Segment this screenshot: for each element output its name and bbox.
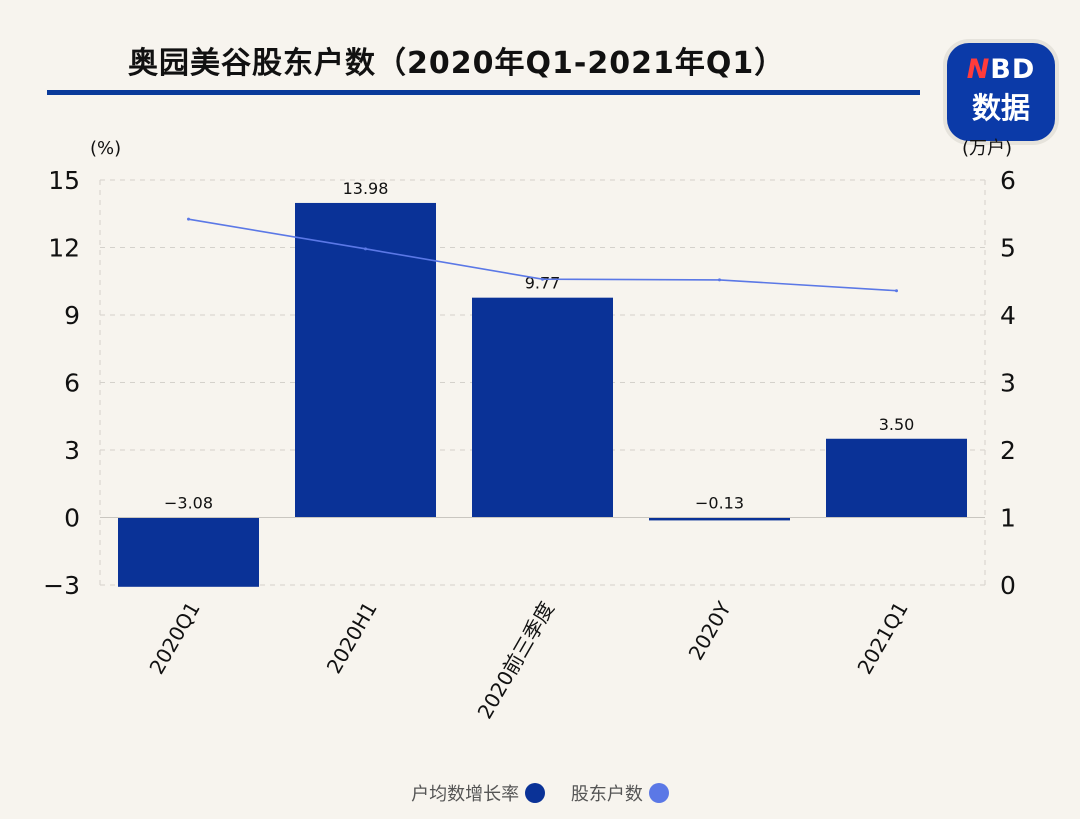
legend: 户均数增长率 股东户数 xyxy=(0,780,1080,806)
x-tick-label: 2020Y xyxy=(683,597,736,664)
logo-text-data: 数据 xyxy=(971,91,1030,125)
x-tick-label: 2020Q1 xyxy=(144,598,204,679)
left-axis: 15 12 9 6 3 0 −3 (%) xyxy=(43,138,121,600)
x-tick-label: 2020H1 xyxy=(322,598,382,678)
chart-title: 奥园美谷股东户数（2020年Q1-2021年Q1） xyxy=(128,46,786,81)
left-tick-label: 15 xyxy=(48,166,80,195)
logo-letters-bd: BD xyxy=(990,54,1036,85)
legend-dot-bar-icon xyxy=(525,783,546,803)
logo-letter-n: N xyxy=(966,54,991,85)
x-tick-label: 2020前三季度 xyxy=(473,598,559,723)
x-axis: 2020Q1 2020H1 2020前三季度 2020Y 2021Q1 xyxy=(144,597,912,723)
bar-data-label: 3.50 xyxy=(879,415,915,434)
legend-item-line[interactable]: 股东户数 xyxy=(571,780,669,806)
left-tick-label: 6 xyxy=(64,369,80,398)
legend-label-bar: 户均数增长率 xyxy=(411,784,520,805)
nbd-logo: NBD 数据 xyxy=(947,43,1055,141)
left-tick-label: 0 xyxy=(64,504,80,533)
bar[interactable] xyxy=(649,517,790,521)
left-tick-label: 3 xyxy=(64,436,80,465)
line-point[interactable] xyxy=(364,247,367,251)
right-axis-unit: (万户) xyxy=(962,138,1012,159)
bar[interactable] xyxy=(826,438,967,518)
legend-dot-line-icon xyxy=(648,783,669,803)
right-tick-label: 5 xyxy=(1000,234,1016,263)
right-tick-label: 4 xyxy=(1000,301,1016,330)
line-point[interactable] xyxy=(895,289,898,293)
right-tick-label: 3 xyxy=(1000,369,1016,398)
line-point[interactable] xyxy=(541,277,544,281)
bar-data-label: −3.08 xyxy=(164,494,213,513)
bar[interactable] xyxy=(295,202,436,518)
left-axis-unit: (%) xyxy=(90,138,121,159)
bar-data-label: 13.98 xyxy=(343,179,389,198)
right-tick-label: 0 xyxy=(1000,571,1016,600)
right-axis: 6 5 4 3 2 1 0 (万户) xyxy=(962,138,1016,600)
right-tick-label: 2 xyxy=(1000,436,1016,465)
right-tick-label: 1 xyxy=(1000,504,1016,533)
line-point[interactable] xyxy=(718,278,721,282)
line-point[interactable] xyxy=(187,217,190,221)
bar[interactable] xyxy=(118,517,259,587)
bar[interactable] xyxy=(472,297,613,518)
legend-item-bar[interactable]: 户均数增长率 xyxy=(411,780,546,806)
title-underline xyxy=(47,90,920,95)
line-series xyxy=(187,217,898,293)
bar-data-label: −0.13 xyxy=(695,494,744,513)
right-tick-label: 6 xyxy=(1000,166,1016,195)
left-tick-label: −3 xyxy=(43,571,80,600)
left-tick-label: 9 xyxy=(64,301,80,330)
x-tick-label: 2021Q1 xyxy=(852,598,912,679)
legend-label-line: 股东户数 xyxy=(570,784,643,805)
left-tick-label: 12 xyxy=(48,234,80,263)
